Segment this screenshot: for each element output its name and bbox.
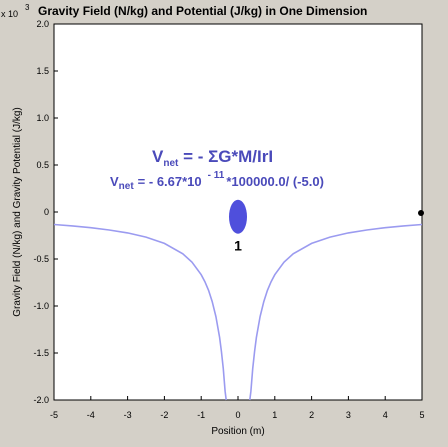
x-tick-label: 1 — [272, 410, 277, 420]
x-tick-label: 5 — [419, 410, 424, 420]
chart-title: Gravity Field (N/kg) and Potential (J/kg… — [38, 4, 367, 18]
y-axis: -2.0 -1.5 -1.0 -0.5 0 0.5 1.0 1.5 2.0 — [33, 19, 58, 405]
svg-text:Vnet= - 6.67*10- 11*100000.0/: Vnet = - 6.67*10 - 11 *100000.0/ (-5.0) — [110, 170, 324, 192]
potential-curve-left — [53, 223, 227, 401]
y-exponent-base: x 10 — [1, 9, 18, 19]
equation-values-exp: - 11 — [208, 170, 225, 181]
y-tick-label: 0 — [44, 207, 49, 217]
y-axis-label: Gravity Field (N/kg) and Gravity Potenti… — [12, 107, 23, 317]
equation-values-sub: net — [119, 181, 135, 192]
equation-main-v: V — [152, 147, 164, 166]
mass-marker[interactable] — [229, 199, 247, 234]
x-tick-label: 0 — [235, 410, 240, 420]
x-tick-label: 3 — [346, 410, 351, 420]
svg-text:Vnet = - ΣG*M/IrI: Vnet = - ΣG*M/IrI — [152, 147, 273, 169]
y-tick-label: 1.5 — [36, 66, 49, 76]
y-tick-label: 0.5 — [36, 160, 49, 170]
y-tick-label: -0.5 — [33, 254, 49, 264]
equation-values-rest2: *100000.0/ (-5.0) — [226, 174, 324, 189]
y-tick-label: -1.0 — [33, 301, 49, 311]
y-tick-label: -2.0 — [33, 395, 49, 405]
potential-curve-right — [249, 223, 423, 401]
x-tick-label: 2 — [309, 410, 314, 420]
x-axis-label: Position (m) — [211, 426, 264, 437]
x-tick-label: -1 — [197, 410, 205, 420]
x-tick-label: -4 — [87, 410, 95, 420]
y-exponent-power: 3 — [25, 3, 30, 12]
equation-values-v: V — [110, 174, 119, 189]
probe-marker[interactable] — [418, 210, 424, 216]
mass-label: 1 — [234, 238, 242, 254]
x-tick-label: -5 — [50, 410, 58, 420]
x-tick-label: 4 — [383, 410, 388, 420]
equation-main-rest: = - ΣG*M/IrI — [178, 147, 273, 166]
x-tick-label: -3 — [124, 410, 132, 420]
series-lines — [53, 223, 423, 401]
y-tick-label: 2.0 — [36, 19, 49, 29]
equation-values: Vnet = - 6.67*10 - 11 *100000.0/ (-5.0) — [110, 170, 324, 192]
y-tick-label: 1.0 — [36, 113, 49, 123]
x-tick-label: -2 — [160, 410, 168, 420]
equation-main: Vnet = - ΣG*M/IrI — [152, 147, 273, 169]
x-axis: -5 -4 -3 -2 -1 0 1 2 3 4 5 — [50, 396, 425, 420]
equation-values-rest1: = - 6.67*10 — [138, 174, 202, 189]
equation-main-sub: net — [163, 158, 179, 169]
y-tick-label: -1.5 — [33, 348, 49, 358]
